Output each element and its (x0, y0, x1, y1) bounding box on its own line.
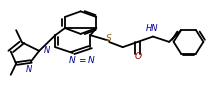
Text: N: N (88, 56, 95, 65)
Text: HN: HN (146, 24, 158, 33)
Text: =: = (78, 56, 85, 65)
Text: O: O (134, 52, 141, 61)
Text: N: N (44, 46, 50, 55)
Text: N: N (26, 65, 32, 74)
Text: S: S (106, 34, 112, 43)
Text: N: N (68, 56, 75, 65)
